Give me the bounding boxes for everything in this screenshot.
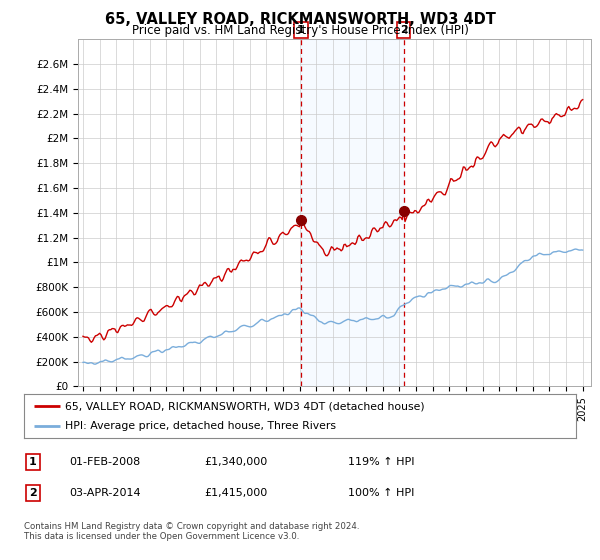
- Text: 2: 2: [400, 25, 407, 35]
- Text: 100% ↑ HPI: 100% ↑ HPI: [348, 488, 415, 498]
- Text: 2: 2: [29, 488, 37, 498]
- Text: £1,415,000: £1,415,000: [204, 488, 267, 498]
- Text: £1,340,000: £1,340,000: [204, 457, 267, 467]
- Text: 1: 1: [297, 25, 305, 35]
- Text: HPI: Average price, detached house, Three Rivers: HPI: Average price, detached house, Thre…: [65, 421, 337, 431]
- Text: Price paid vs. HM Land Registry's House Price Index (HPI): Price paid vs. HM Land Registry's House …: [131, 24, 469, 37]
- Text: 119% ↑ HPI: 119% ↑ HPI: [348, 457, 415, 467]
- Text: 65, VALLEY ROAD, RICKMANSWORTH, WD3 4DT: 65, VALLEY ROAD, RICKMANSWORTH, WD3 4DT: [104, 12, 496, 27]
- Text: 65, VALLEY ROAD, RICKMANSWORTH, WD3 4DT (detached house): 65, VALLEY ROAD, RICKMANSWORTH, WD3 4DT …: [65, 401, 425, 411]
- Text: Contains HM Land Registry data © Crown copyright and database right 2024.
This d: Contains HM Land Registry data © Crown c…: [24, 522, 359, 542]
- Bar: [301, 39, 404, 386]
- Text: 03-APR-2014: 03-APR-2014: [69, 488, 140, 498]
- Text: 01-FEB-2008: 01-FEB-2008: [69, 457, 140, 467]
- Text: 1: 1: [29, 457, 37, 467]
